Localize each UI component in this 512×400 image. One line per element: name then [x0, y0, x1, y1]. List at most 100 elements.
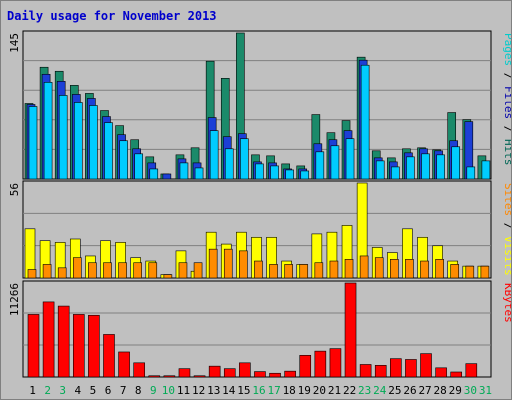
bar-kbytes [208, 365, 221, 378]
bar-sites [359, 255, 369, 279]
bar-sites [480, 265, 490, 279]
bar-sites [163, 274, 173, 279]
legend-entry: Pages [502, 33, 511, 66]
bar-kbytes [193, 375, 206, 378]
bar-kbytes [299, 355, 312, 378]
bar-sites [284, 264, 293, 279]
bar-pages [255, 163, 264, 180]
bar-pages [104, 122, 113, 180]
bar-kbytes [374, 365, 387, 378]
bar-sites [223, 248, 233, 279]
x-tick-label: 10 [162, 384, 175, 397]
bar-pages [360, 64, 370, 180]
x-tick-label: 7 [120, 384, 127, 397]
bar-pages [119, 140, 128, 180]
bar-kbytes [148, 375, 161, 378]
legend-entry: / [502, 66, 511, 86]
y-max-label: 56 [8, 183, 21, 196]
bar-sites [420, 260, 429, 279]
bar-sites [450, 264, 460, 279]
x-tick-label: 21 [328, 384, 341, 397]
bar-sites [72, 257, 82, 279]
bar-sites [299, 264, 309, 279]
bar-kbytes [133, 362, 145, 378]
bar-sites [405, 259, 414, 279]
bar-pages [421, 153, 430, 180]
legend-entry: / [502, 216, 511, 236]
bar-pages [43, 82, 53, 180]
bar-pages [451, 146, 461, 180]
x-tick-label: 25 [388, 384, 401, 397]
bar-kbytes [72, 314, 85, 378]
bar-sites [103, 262, 112, 279]
bar-kbytes [390, 358, 402, 378]
bar-sites [344, 259, 354, 279]
legend-entry: Hits [502, 139, 511, 166]
bar-pages [58, 95, 68, 180]
bar-pages [73, 102, 83, 180]
panel-top: 145 Pages / Files / Hits [8, 30, 511, 180]
x-tick-label: 15 [237, 384, 250, 397]
bar-pages [134, 153, 143, 180]
x-tick-label: 3 [59, 384, 66, 397]
bar-pages [179, 162, 189, 180]
x-tick-label: 11 [177, 384, 190, 397]
bar-sites [193, 262, 203, 279]
bar-pages [375, 160, 385, 180]
bar-kbytes [88, 314, 100, 378]
bar-kbytes [57, 305, 70, 378]
bar-kbytes [329, 348, 342, 378]
bar-pages [209, 130, 219, 180]
bar-sites [314, 262, 324, 279]
x-tick-label: 9 [150, 384, 157, 397]
legend-middle: Sites / Visits [502, 183, 511, 276]
bar-pages [89, 105, 98, 180]
x-tick-label: 13 [207, 384, 220, 397]
bar-sites [57, 267, 67, 279]
bar-kbytes [42, 301, 55, 378]
legend-entry: Files [502, 86, 511, 119]
legend-entry: Visits [502, 236, 511, 276]
x-tick-label: 6 [105, 384, 112, 397]
bar-sites [254, 260, 263, 279]
bar-sites [269, 264, 278, 279]
bar-kbytes [254, 371, 266, 378]
bar-sites [329, 260, 339, 279]
bar-kbytes [269, 372, 281, 378]
x-tick-label: 12 [192, 384, 205, 397]
bar-kbytes [118, 351, 130, 378]
x-tick-label: 14 [222, 384, 236, 397]
bar-sites [118, 262, 127, 279]
x-tick-label: 8 [135, 384, 142, 397]
bar-kbytes [450, 371, 463, 378]
bar-sites [239, 250, 248, 279]
bar-kbytes [103, 334, 115, 378]
bar-pages [300, 170, 310, 180]
bar-pages [270, 165, 279, 180]
bar-sites [374, 257, 384, 279]
bar-pages [345, 138, 355, 180]
bar-kbytes [435, 367, 447, 378]
bar-sites [42, 264, 52, 279]
bar-pages [406, 156, 415, 180]
legend-top: Pages / Files / Hits [502, 33, 511, 166]
bar-pages [330, 145, 340, 180]
bar-sites [148, 262, 158, 279]
bar-sites [27, 269, 37, 279]
bar-sites [178, 262, 188, 279]
bar-pages [391, 166, 400, 180]
chart-title: Daily usage for November 2013 [7, 9, 217, 23]
panel-bottom: 11266 KBytes [8, 280, 511, 378]
bar-pages [240, 138, 249, 180]
x-tick-label: 27 [418, 384, 431, 397]
bar-sites [208, 248, 218, 279]
bar-sites [435, 259, 444, 279]
bar-kbytes [344, 282, 357, 378]
bar-kbytes [163, 375, 176, 378]
y-max-label: 145 [8, 33, 21, 53]
bar-sites [390, 259, 399, 279]
bar-sites [88, 262, 97, 279]
x-tick-label: 29 [449, 384, 462, 397]
x-tick-label: 24 [373, 384, 387, 397]
